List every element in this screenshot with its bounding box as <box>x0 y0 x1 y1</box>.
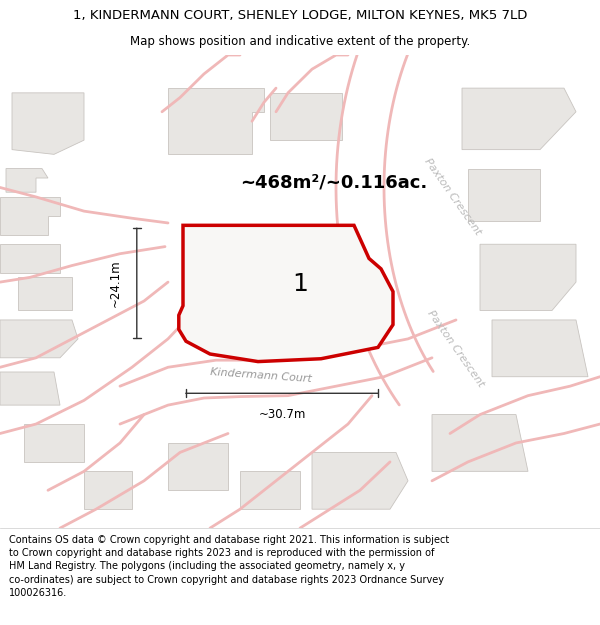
Polygon shape <box>240 471 300 509</box>
Polygon shape <box>0 372 60 405</box>
Polygon shape <box>168 443 228 490</box>
Text: Map shows position and indicative extent of the property.: Map shows position and indicative extent… <box>130 35 470 48</box>
Polygon shape <box>468 169 540 221</box>
Polygon shape <box>0 197 60 235</box>
Polygon shape <box>492 320 588 377</box>
Text: Paxton Crescent: Paxton Crescent <box>426 308 486 389</box>
Text: ~30.7m: ~30.7m <box>259 408 305 421</box>
Polygon shape <box>312 452 408 509</box>
Polygon shape <box>18 278 72 311</box>
Polygon shape <box>0 244 60 272</box>
Polygon shape <box>84 471 132 509</box>
Text: ~468m²/~0.116ac.: ~468m²/~0.116ac. <box>240 174 427 192</box>
Text: 1, KINDERMANN COURT, SHENLEY LODGE, MILTON KEYNES, MK5 7LD: 1, KINDERMANN COURT, SHENLEY LODGE, MILT… <box>73 9 527 22</box>
Text: Paxton Crescent: Paxton Crescent <box>423 157 483 237</box>
Polygon shape <box>24 424 84 462</box>
Polygon shape <box>462 88 576 149</box>
Text: Contains OS data © Crown copyright and database right 2021. This information is : Contains OS data © Crown copyright and d… <box>9 535 449 598</box>
Polygon shape <box>6 169 48 192</box>
Polygon shape <box>198 239 339 329</box>
Polygon shape <box>432 414 528 471</box>
Polygon shape <box>480 244 576 311</box>
Polygon shape <box>0 320 78 357</box>
Text: Kindermann Court: Kindermann Court <box>210 368 312 384</box>
Polygon shape <box>12 93 84 154</box>
Polygon shape <box>270 93 342 140</box>
Polygon shape <box>168 88 264 154</box>
Text: 1: 1 <box>292 272 308 296</box>
Polygon shape <box>179 226 393 362</box>
Text: ~24.1m: ~24.1m <box>109 259 122 307</box>
